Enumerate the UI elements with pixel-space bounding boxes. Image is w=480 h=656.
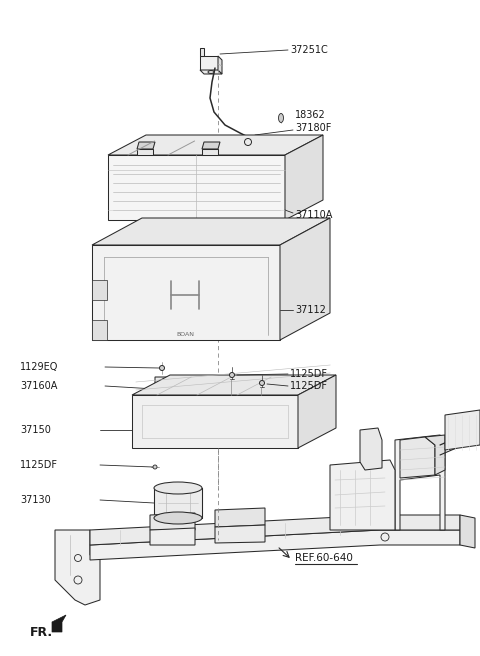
Polygon shape (400, 437, 435, 478)
Polygon shape (92, 245, 280, 340)
Polygon shape (92, 320, 107, 340)
Text: 1129EQ: 1129EQ (20, 362, 59, 372)
Polygon shape (137, 142, 155, 149)
Ellipse shape (153, 465, 157, 469)
Polygon shape (200, 70, 222, 74)
Text: 37110A: 37110A (295, 210, 332, 220)
Polygon shape (200, 48, 204, 56)
Polygon shape (154, 488, 202, 518)
Text: 18362: 18362 (295, 110, 326, 120)
Text: 1125DF: 1125DF (290, 381, 328, 391)
Polygon shape (218, 56, 222, 74)
Polygon shape (132, 395, 298, 448)
Polygon shape (360, 428, 382, 470)
Polygon shape (90, 515, 460, 545)
Polygon shape (108, 135, 323, 155)
Polygon shape (92, 218, 330, 245)
Ellipse shape (208, 70, 214, 73)
Polygon shape (445, 410, 480, 450)
Text: 37150: 37150 (20, 425, 51, 435)
Ellipse shape (229, 373, 235, 377)
Polygon shape (425, 435, 445, 475)
Polygon shape (298, 375, 336, 448)
Polygon shape (92, 280, 107, 300)
Polygon shape (150, 513, 195, 530)
Ellipse shape (154, 482, 202, 494)
Polygon shape (285, 135, 323, 220)
Text: REF.60-640: REF.60-640 (295, 553, 353, 563)
Polygon shape (460, 515, 475, 548)
Polygon shape (132, 375, 336, 395)
Text: 37130: 37130 (20, 495, 51, 505)
Polygon shape (215, 508, 265, 527)
Polygon shape (90, 530, 460, 560)
Polygon shape (55, 530, 100, 605)
Ellipse shape (154, 512, 202, 524)
Text: 37180F: 37180F (295, 123, 331, 133)
Polygon shape (280, 218, 330, 340)
Polygon shape (155, 377, 194, 401)
Text: 37160A: 37160A (20, 381, 58, 391)
Polygon shape (395, 435, 445, 530)
Polygon shape (202, 142, 220, 149)
Polygon shape (330, 460, 395, 530)
Polygon shape (202, 149, 218, 155)
Polygon shape (150, 528, 195, 545)
Polygon shape (215, 525, 265, 543)
Text: 1125DF: 1125DF (20, 460, 58, 470)
Text: 1125DF: 1125DF (290, 369, 328, 379)
Ellipse shape (159, 365, 165, 371)
Text: 37112: 37112 (295, 305, 326, 315)
Text: 37251C: 37251C (290, 45, 328, 55)
Polygon shape (137, 149, 153, 155)
Polygon shape (200, 56, 218, 70)
Text: BOAN: BOAN (176, 333, 194, 337)
Polygon shape (52, 615, 66, 632)
Ellipse shape (260, 380, 264, 386)
Text: FR.: FR. (30, 626, 53, 640)
Polygon shape (108, 155, 285, 220)
Ellipse shape (278, 113, 284, 123)
